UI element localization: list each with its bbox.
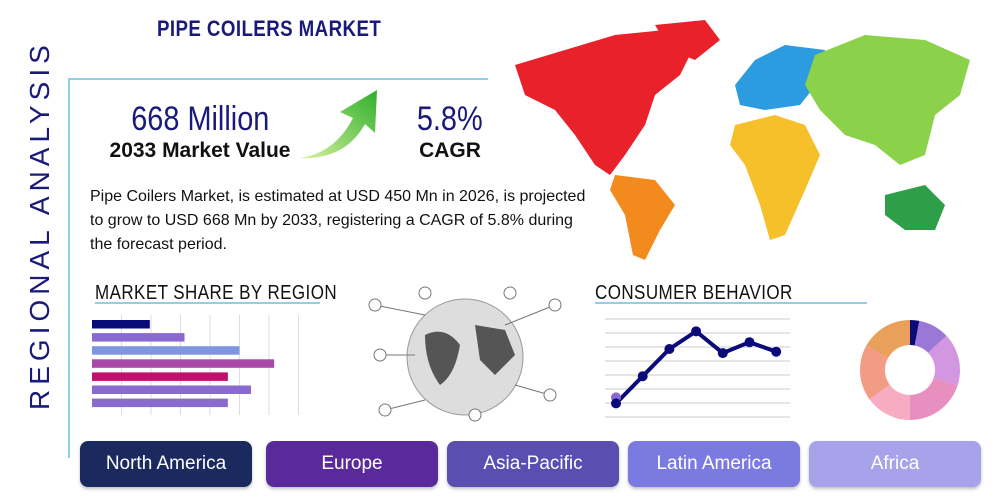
cagr-number: 5.8% bbox=[417, 100, 483, 138]
map-north-america bbox=[515, 30, 695, 175]
divider bbox=[95, 302, 320, 304]
market-value: 668 Million 2033 Market Value bbox=[95, 100, 305, 163]
donut-slice bbox=[860, 345, 890, 400]
description: Pipe Coilers Market, is estimated at USD… bbox=[90, 188, 586, 253]
data-point bbox=[691, 326, 702, 337]
map-africa bbox=[730, 115, 820, 240]
bar bbox=[92, 359, 275, 368]
bar bbox=[92, 372, 228, 381]
market-share-chart bbox=[92, 315, 299, 415]
region-button-north-america[interactable]: North America bbox=[80, 441, 252, 487]
donut-slice bbox=[869, 384, 910, 420]
page-title: PIPE COILERS MARKET bbox=[157, 16, 382, 41]
region-button-asia-pacific[interactable]: Asia-Pacific bbox=[447, 441, 619, 487]
map-oceania bbox=[885, 185, 945, 230]
donut-slice bbox=[910, 320, 920, 346]
consumer-donut-chart bbox=[860, 320, 960, 420]
map-greenland bbox=[655, 20, 720, 60]
bar bbox=[92, 320, 150, 329]
bar bbox=[92, 346, 240, 355]
map-europe bbox=[735, 45, 825, 110]
bar bbox=[92, 333, 185, 342]
frame-border bbox=[68, 78, 488, 458]
data-point bbox=[744, 337, 755, 348]
donut-slice bbox=[866, 320, 910, 358]
donut-slice bbox=[910, 377, 958, 420]
region-button-latin-america[interactable]: Latin America bbox=[628, 441, 800, 487]
data-point bbox=[637, 371, 648, 382]
data-point bbox=[771, 346, 782, 357]
region-button-europe[interactable]: Europe bbox=[266, 441, 438, 487]
donut-slice bbox=[914, 320, 947, 353]
consumer-behavior-heading: CONSUMER BEHAVIOR bbox=[595, 282, 793, 304]
consumer-line-chart bbox=[605, 318, 790, 418]
divider bbox=[595, 302, 867, 304]
growth-arrow-icon bbox=[300, 90, 377, 159]
data-point bbox=[611, 398, 621, 409]
region-button-africa[interactable]: Africa bbox=[809, 441, 981, 487]
market-value-label: 2033 Market Value bbox=[109, 139, 291, 162]
network-globe-icon bbox=[368, 286, 562, 422]
bar bbox=[92, 385, 252, 394]
donut-slice bbox=[928, 335, 960, 386]
map-south-america bbox=[610, 175, 675, 260]
map-asia bbox=[805, 35, 970, 165]
market-share-heading: MARKET SHARE BY REGION bbox=[95, 282, 338, 304]
data-point bbox=[717, 348, 728, 359]
market-value-number: 668 Million bbox=[130, 100, 270, 138]
data-point bbox=[664, 344, 675, 354]
side-label: REGIONAL ANALYSIS bbox=[24, 40, 55, 410]
cagr: 5.8% CAGR bbox=[405, 100, 495, 163]
world-map bbox=[515, 20, 970, 260]
bar bbox=[92, 398, 228, 408]
cagr-label: CAGR bbox=[419, 139, 481, 162]
